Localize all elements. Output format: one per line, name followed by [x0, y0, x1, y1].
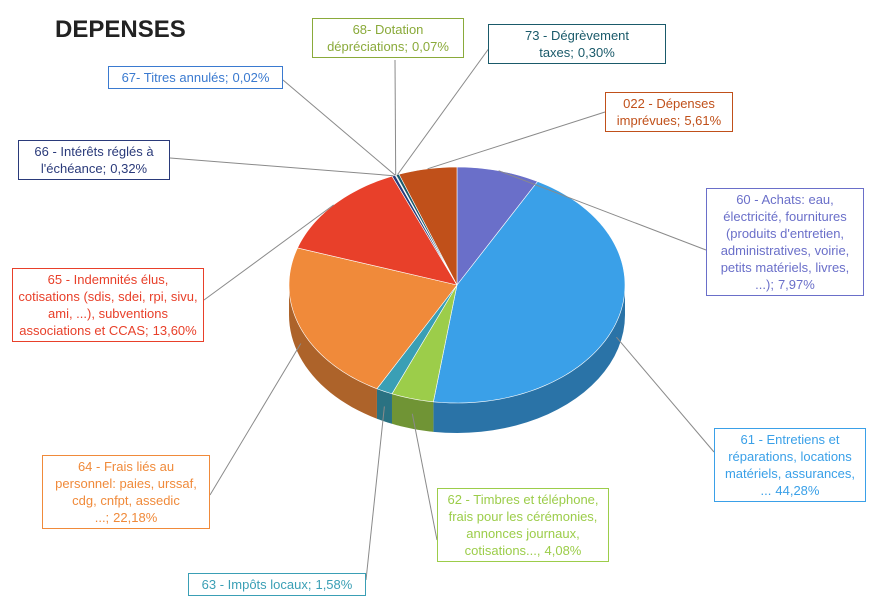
- data-label: 60 - Achats: eau, électricité, fournitur…: [706, 188, 864, 296]
- pie-slice-side: [433, 285, 625, 433]
- label-category: 63 - Impôts locaux;: [201, 577, 312, 592]
- label-value: 7,97%: [777, 277, 815, 292]
- pie-slice-side: [289, 285, 377, 419]
- pie-slice: [398, 166, 458, 286]
- data-label: 66 - Intérêts réglés à l'échéance; 0,32%: [18, 140, 170, 180]
- leader-line: [411, 413, 438, 541]
- data-label: 022 - Dépenses imprévues; 5,61%: [605, 92, 733, 132]
- label-category: 022 - Dépenses imprévues;: [616, 96, 715, 128]
- leader-line: [427, 111, 606, 170]
- label-value: 22,18%: [113, 510, 158, 525]
- leader-line: [498, 170, 707, 251]
- leader-line: [282, 79, 396, 176]
- chart-title: DEPENSES: [55, 16, 186, 43]
- data-label: 63 - Impôts locaux; 1,58%: [188, 573, 366, 596]
- leader-line: [209, 343, 302, 496]
- data-label: 62 - Timbres et téléphone, frais pour le…: [437, 488, 609, 562]
- label-category: 60 - Achats: eau, électricité, fournitur…: [720, 192, 850, 292]
- label-value: 4,08%: [544, 543, 582, 558]
- leader-line: [397, 39, 496, 175]
- data-label: 67- Titres annulés; 0,02%: [108, 66, 283, 89]
- pie-slice: [297, 175, 458, 286]
- data-label: 64 - Frais liés au personnel: paies, urs…: [42, 455, 210, 529]
- label-category: 66 - Intérêts réglés à l'échéance;: [34, 144, 154, 176]
- leader-line: [616, 336, 715, 453]
- data-label: 61 - Entretiens et réparations, location…: [714, 428, 866, 502]
- label-value: 5,61%: [684, 113, 722, 128]
- label-category: 61 - Entretiens et réparations, location…: [724, 432, 856, 498]
- pie-sides: [289, 285, 625, 433]
- label-category: 65 - Indemnités élus, cotisations (sdis,…: [18, 272, 198, 338]
- label-category: 62 - Timbres et téléphone, frais pour le…: [447, 492, 599, 558]
- leader-line: [394, 59, 397, 176]
- label-value: 0,02%: [232, 70, 270, 85]
- pie-slice-side: [391, 393, 434, 432]
- label-value: 0,32%: [110, 161, 148, 176]
- label-category: 67- Titres annulés;: [121, 70, 229, 85]
- pie-slice: [391, 284, 458, 403]
- label-value: 0,30%: [577, 45, 615, 60]
- label-value: 13,60%: [152, 323, 197, 338]
- data-label: 73 - Dégrèvement taxes; 0,30%: [488, 24, 666, 64]
- label-category: 64 - Frais liés au personnel: paies, urs…: [55, 459, 197, 525]
- data-label: 68- Dotation dépréciations; 0,07%: [312, 18, 464, 58]
- pie-slices: [288, 166, 626, 404]
- data-label: 65 - Indemnités élus, cotisations (sdis,…: [12, 268, 204, 342]
- label-category: 73 - Dégrèvement taxes;: [524, 28, 630, 60]
- leader-line: [203, 204, 334, 301]
- label-category: 68- Dotation dépréciations;: [327, 22, 424, 54]
- pie-slice: [288, 247, 458, 390]
- leader-line: [365, 406, 385, 581]
- pie-slice-side: [376, 388, 392, 424]
- label-value: 1,58%: [315, 577, 353, 592]
- pie-slice: [433, 181, 626, 404]
- pie-slice: [456, 166, 539, 286]
- label-value: 44,28%: [775, 483, 820, 498]
- leader-line: [169, 157, 394, 177]
- label-value: 0,07%: [412, 39, 449, 54]
